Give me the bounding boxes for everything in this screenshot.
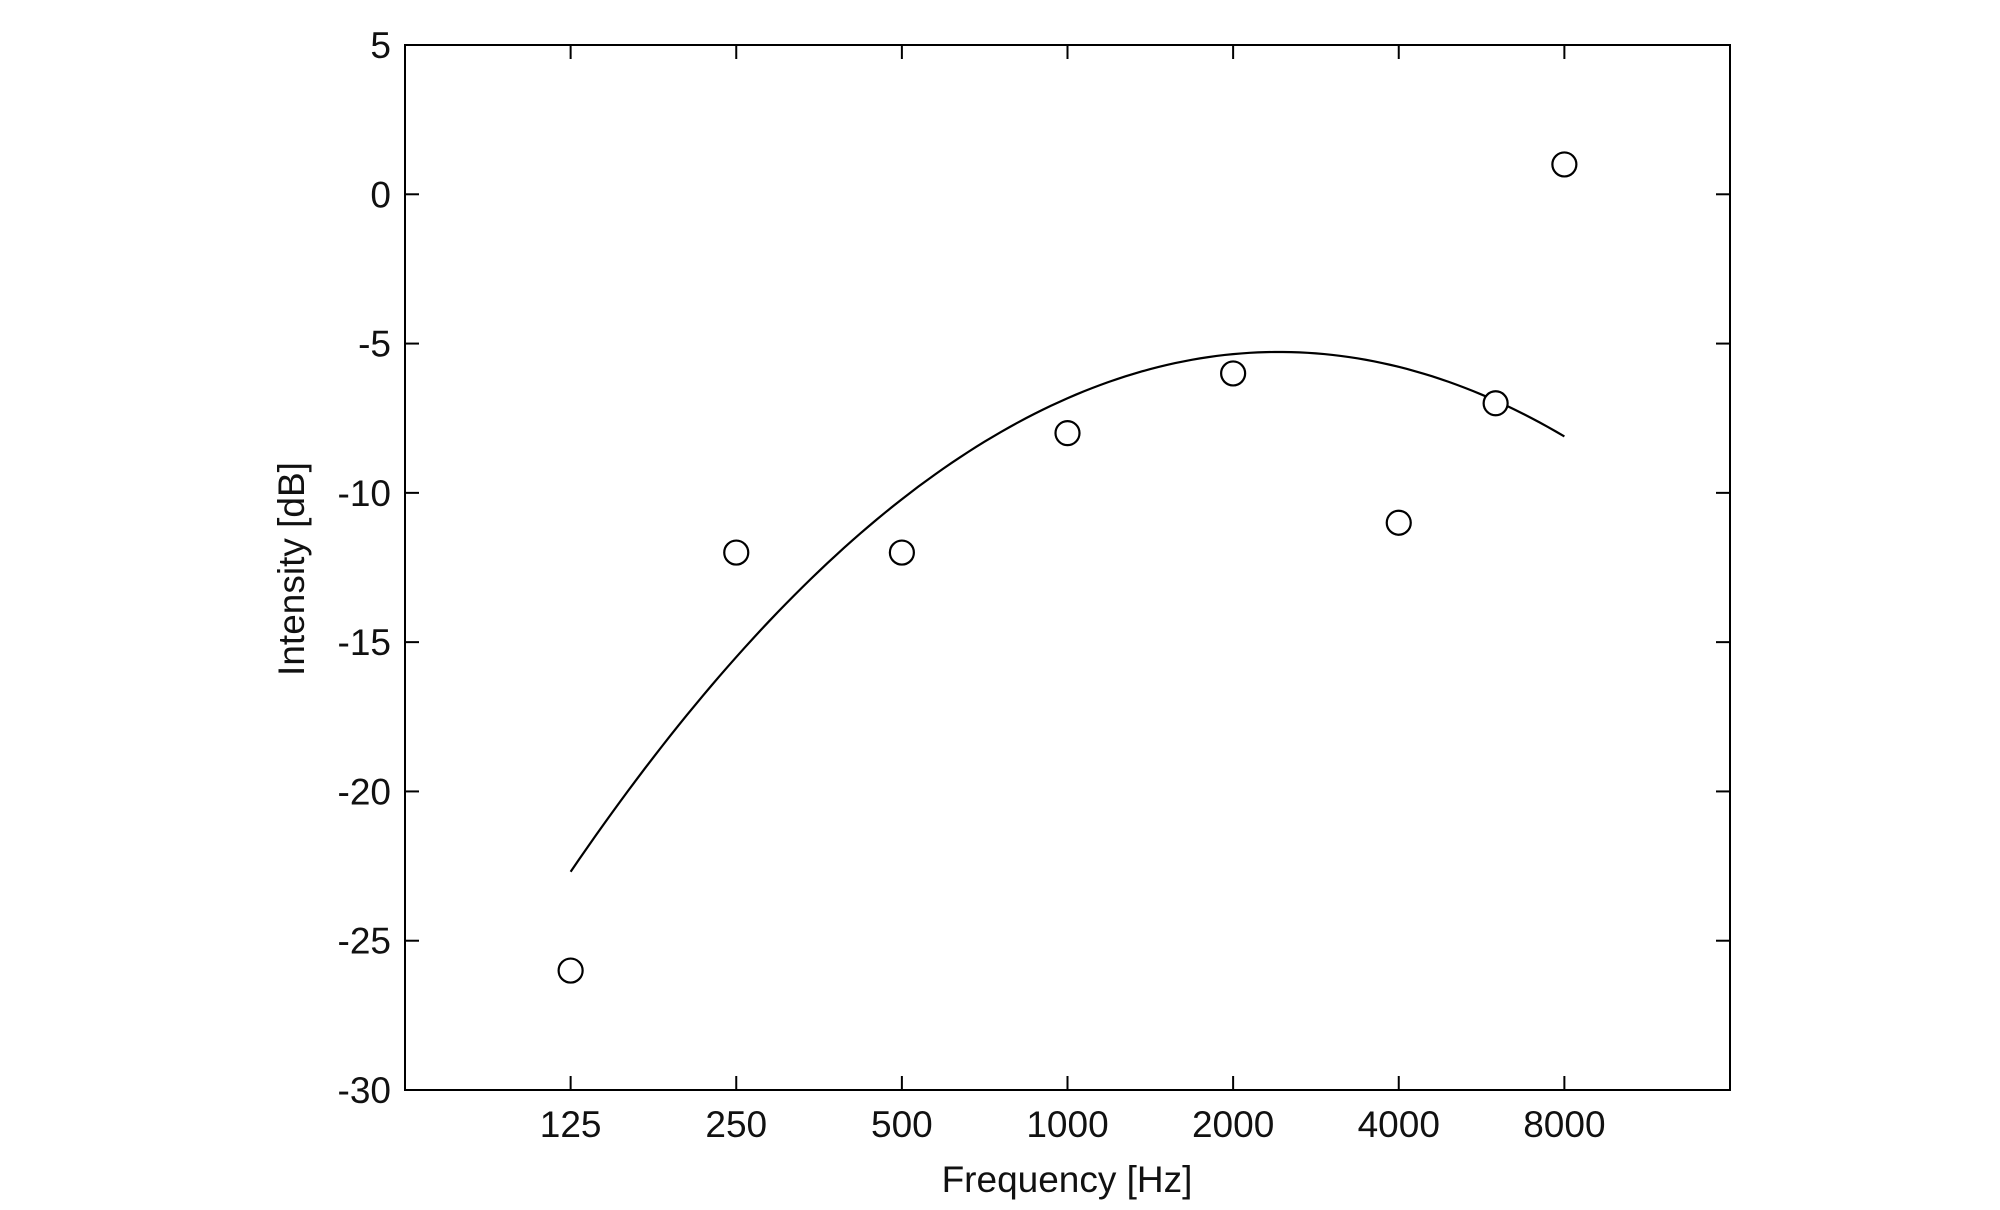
data-point xyxy=(557,957,584,984)
y-axis-title: Intensity [dB] xyxy=(271,462,312,676)
x-tick-label: 1000 xyxy=(1026,1104,1108,1145)
data-point xyxy=(1054,420,1081,447)
x-tick-label: 8000 xyxy=(1523,1104,1605,1145)
data-point xyxy=(723,539,750,566)
fit-curve xyxy=(569,350,1565,873)
y-tick-label: 5 xyxy=(370,25,391,66)
plot-area-border xyxy=(404,44,1731,1091)
x-axis: 125 250 500 1000 2000 4000 8000 xyxy=(540,45,1606,1145)
x-tick-label: 4000 xyxy=(1358,1104,1440,1145)
plot-frame xyxy=(404,44,1731,1091)
x-tick-label: 500 xyxy=(871,1104,933,1145)
data-point xyxy=(1551,151,1578,178)
fit-layer xyxy=(569,350,1565,873)
y-tick-label: -10 xyxy=(338,473,391,514)
x-tick-label: 125 xyxy=(540,1104,602,1145)
data-point xyxy=(1482,390,1509,417)
x-tick-label: 250 xyxy=(705,1104,767,1145)
y-tick-label: -15 xyxy=(338,622,391,663)
y-axis: 5 0 -5 -10 -15 -20 -25 -30 xyxy=(338,25,1730,1111)
y-tick-label: -30 xyxy=(338,1070,391,1111)
y-tick-label: 0 xyxy=(370,174,391,215)
data-point xyxy=(1220,360,1247,387)
x-tick-label: 2000 xyxy=(1192,1104,1274,1145)
data-point xyxy=(888,539,915,566)
data-point xyxy=(1385,509,1412,536)
point-layer xyxy=(557,151,1578,984)
y-tick-label: -20 xyxy=(338,771,391,812)
y-tick-label: -5 xyxy=(358,324,391,365)
y-tick-label: -25 xyxy=(338,921,391,962)
x-axis-title: Frequency [Hz] xyxy=(942,1159,1193,1200)
